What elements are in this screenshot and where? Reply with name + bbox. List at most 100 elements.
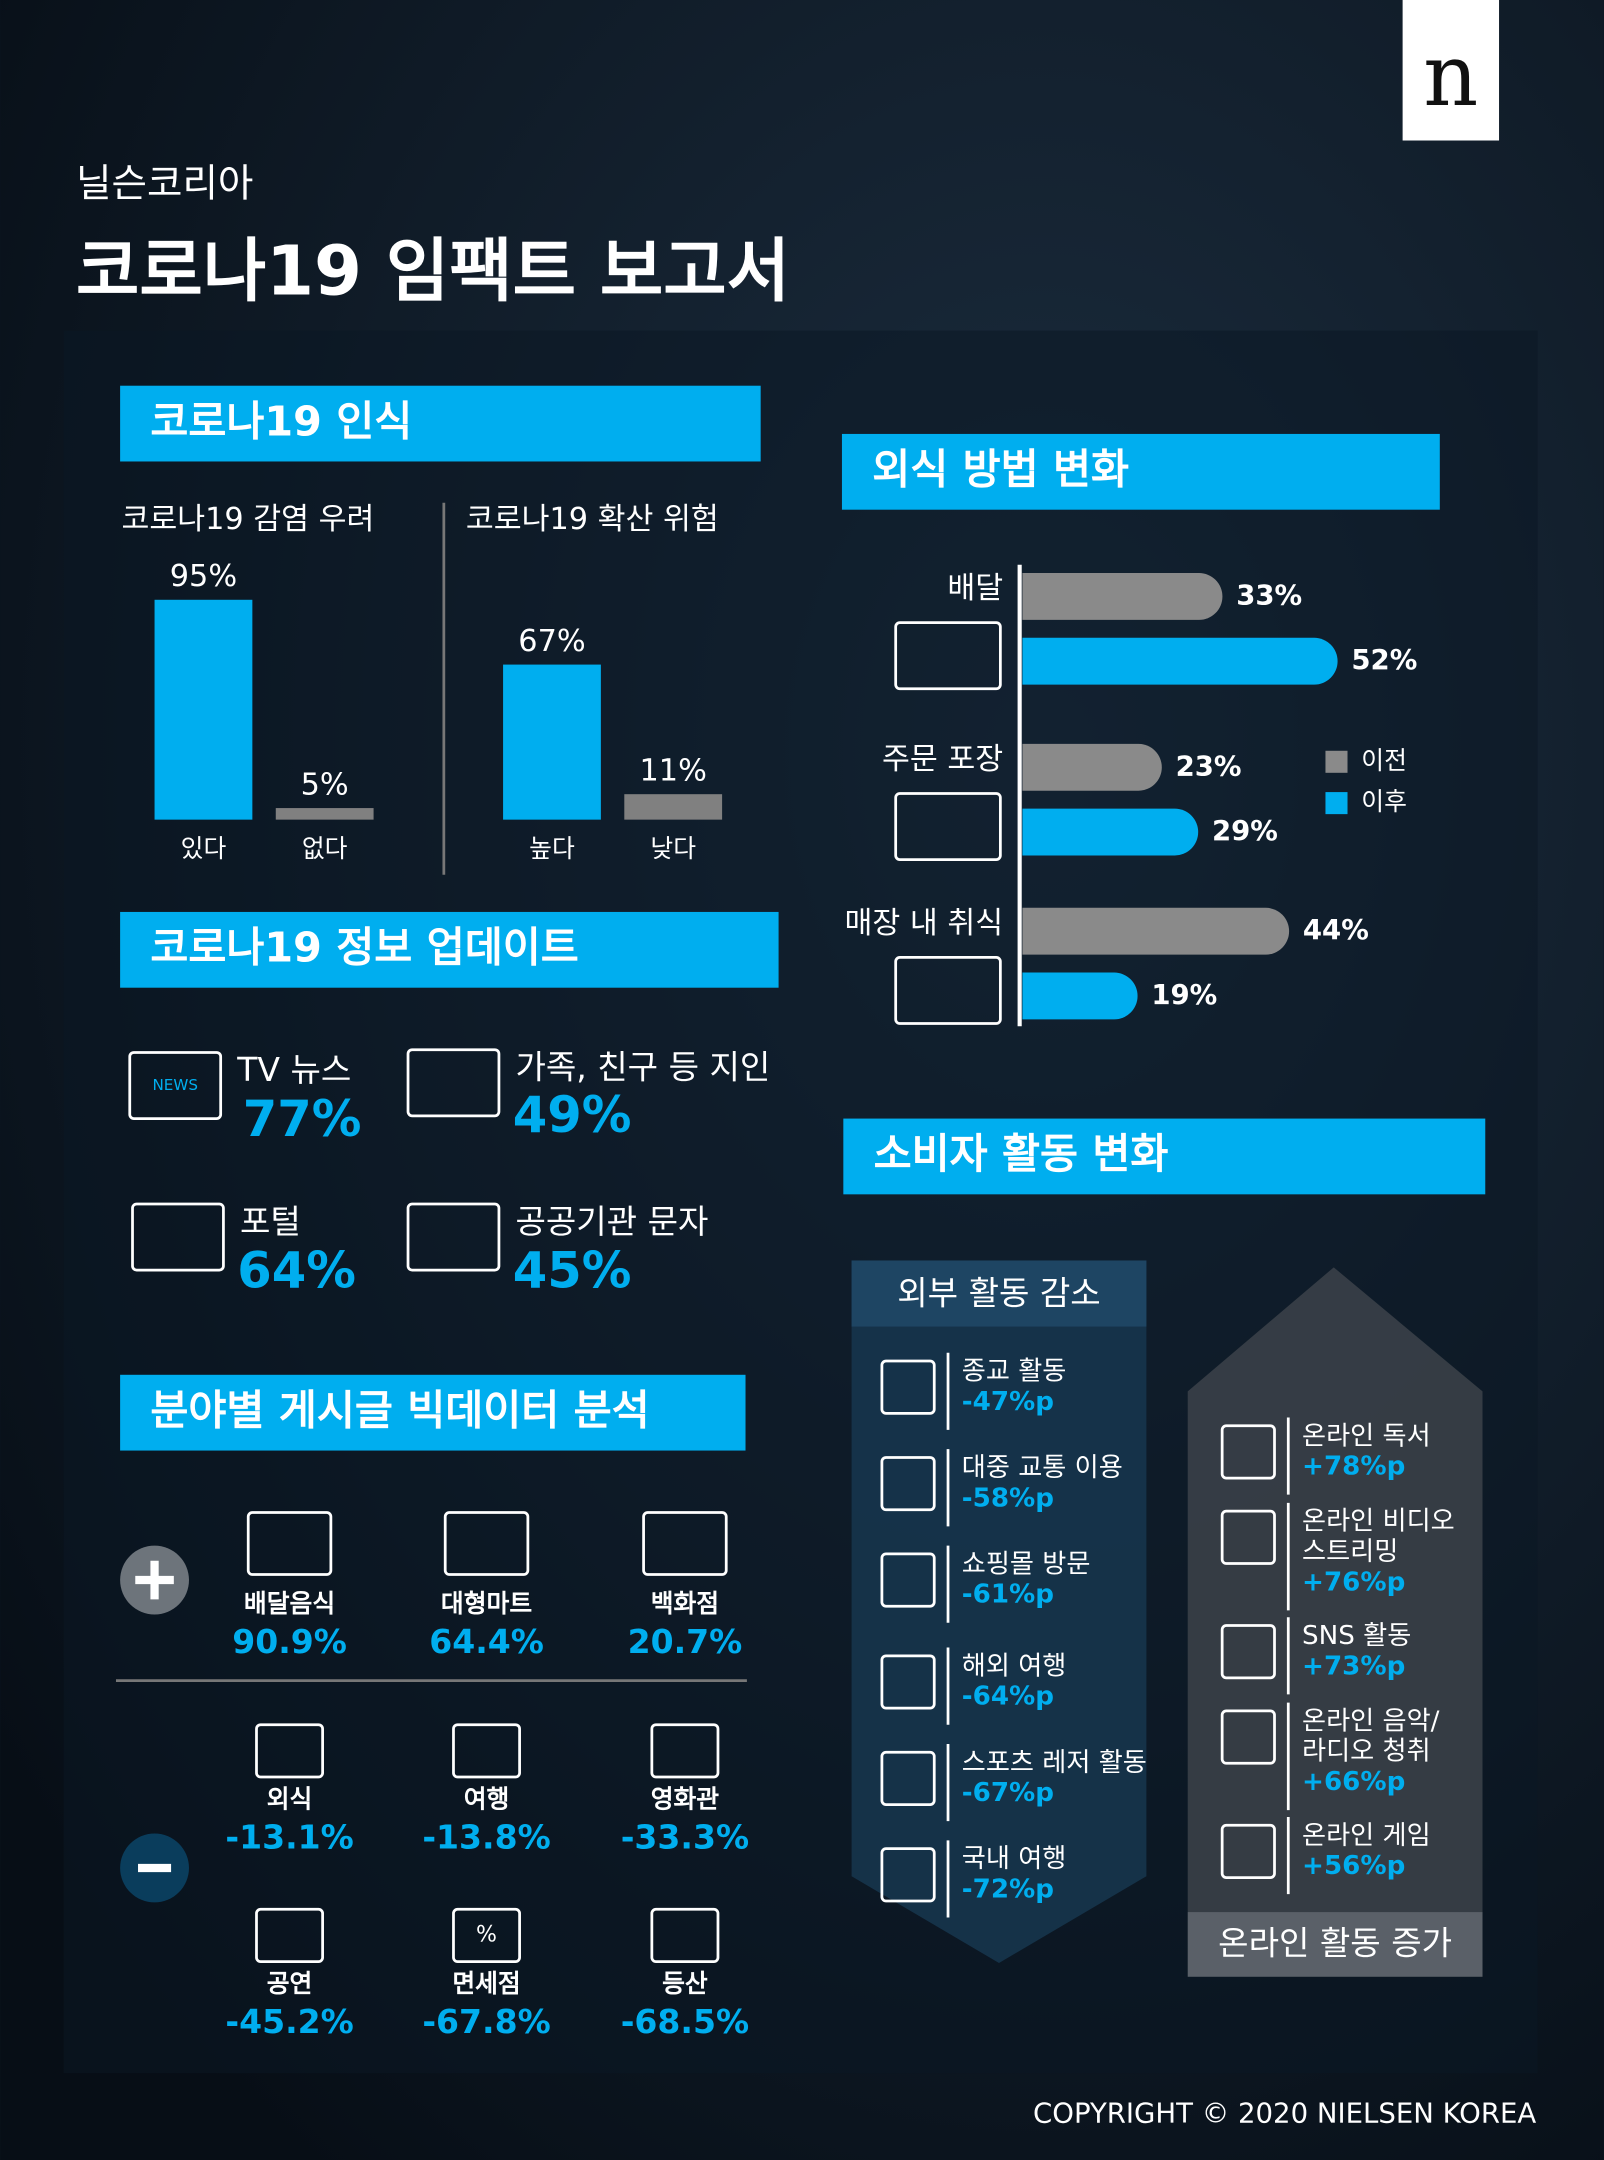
chart-title: 코로나19 확산 위험 [466, 502, 719, 537]
item-value: +78%p [1302, 1452, 1405, 1482]
item-value: -45.2% [225, 2002, 353, 2041]
item-label: 백화점 [651, 1589, 719, 1618]
increase-footer [1187, 1912, 1483, 1977]
section-title: 분야별 게시글 빅데이터 분석 [150, 1386, 649, 1434]
icon [894, 621, 1002, 691]
icon [128, 1051, 223, 1120]
section-title: 코로나19 인식 [150, 397, 412, 445]
item-value: -13.1% [225, 1818, 353, 1857]
decrease-header [851, 1260, 1147, 1327]
item-label: 온라인 음악/ [1302, 1706, 1440, 1736]
item-label: 면세점 [452, 1969, 520, 1998]
bar [154, 599, 253, 820]
item-label: 해외 여행 [962, 1651, 1067, 1681]
section-title: 코로나19 정보 업데이트 [150, 924, 578, 972]
bar [275, 808, 374, 820]
info-label: 포털 [240, 1202, 301, 1241]
category-label: 없다 [302, 834, 348, 863]
footer: COPYRIGHT © 2020 NIELSEN KOREA [1033, 2098, 1536, 2130]
item-label: 쇼핑몰 방문 [962, 1549, 1091, 1579]
value-label: 52% [1351, 644, 1417, 676]
logo-box [1402, 0, 1500, 141]
icon [880, 1750, 936, 1806]
legend-label: 이전 [1361, 746, 1407, 775]
value-label: 95% [170, 559, 237, 594]
item-value: 64.4% [429, 1622, 544, 1661]
section-title: 소비자 활동 변화 [874, 1130, 1169, 1178]
item-label: SNS 활동 [1302, 1621, 1411, 1651]
icon-text: % [476, 1922, 497, 1947]
icon [406, 1202, 501, 1272]
legend-swatch [1325, 792, 1348, 815]
bar [503, 664, 601, 820]
item-value: -33.3% [621, 1818, 749, 1857]
section-header [843, 1118, 1486, 1195]
subtitle: 닐슨코리아 [76, 161, 253, 206]
item-label: 온라인 게임 [1302, 1821, 1431, 1851]
value-label: 5% [301, 768, 349, 803]
item-value: 90.9% [232, 1622, 347, 1661]
item-value: -67%p [962, 1778, 1054, 1808]
icon [443, 1511, 530, 1576]
info-value: 64% [237, 1242, 356, 1300]
bar [1022, 637, 1338, 685]
item-value: +76%p [1302, 1567, 1405, 1597]
item-label: 공연 [267, 1969, 313, 1998]
item-value: -64%p [962, 1682, 1054, 1712]
increase-panel [1187, 1267, 1483, 1913]
item-label: 국내 여행 [962, 1844, 1067, 1874]
bar [624, 794, 723, 820]
section-title: 외식 방법 변화 [872, 446, 1129, 494]
category-label: 낮다 [650, 834, 696, 863]
info-value: 77% [243, 1090, 362, 1148]
icon [650, 1907, 720, 1964]
item-label: 여행 [464, 1784, 510, 1813]
value-label: 33% [1236, 579, 1302, 611]
chart-title: 코로나19 감염 우려 [121, 502, 374, 537]
item-value: -13.8% [422, 1818, 550, 1857]
icon [642, 1511, 728, 1576]
icon [880, 1552, 936, 1608]
icon [406, 1048, 501, 1118]
icon [255, 1907, 324, 1964]
item-value: 20.7% [628, 1622, 743, 1661]
bar [1022, 743, 1162, 791]
icon [1220, 1424, 1276, 1480]
section-header [841, 433, 1440, 510]
item-label: 영화관 [651, 1784, 720, 1813]
icon [894, 956, 1002, 1025]
item-label: 등산 [662, 1969, 708, 1998]
category-label: 높다 [529, 834, 575, 863]
item-label: 라디오 청취 [1302, 1737, 1431, 1767]
info-value: 49% [513, 1086, 632, 1144]
bar [1022, 573, 1223, 620]
info-label: TV 뉴스 [236, 1050, 351, 1089]
value-label: 11% [640, 754, 707, 789]
icon [452, 1907, 521, 1964]
legend-swatch [1325, 750, 1348, 773]
panel-title: 외부 활동 감소 [897, 1273, 1100, 1312]
title: 코로나19 임팩트 보고서 [76, 232, 790, 312]
item-value: -47%p [962, 1387, 1054, 1417]
info-label: 공공기관 문자 [515, 1202, 708, 1241]
icon [1220, 1823, 1276, 1879]
section-header [120, 911, 779, 988]
item-label: 대중 교통 이용 [962, 1453, 1123, 1483]
icon [1220, 1624, 1276, 1680]
item-label: 대형마트 [441, 1589, 532, 1618]
value-label: 23% [1176, 750, 1242, 782]
item-value: +73%p [1302, 1651, 1405, 1681]
info-label: 가족, 친구 등 지인 [515, 1047, 770, 1086]
icon [1220, 1509, 1276, 1565]
section-header [120, 1374, 746, 1451]
category-label: 주문 포장 [882, 742, 1003, 777]
bar [1022, 972, 1138, 1020]
item-value: -68.5% [621, 2002, 749, 2041]
item-value: +66%p [1302, 1767, 1405, 1797]
category-label: 배달 [947, 571, 1003, 606]
decrease-panel [851, 1260, 1147, 1964]
icon [1220, 1709, 1276, 1765]
icon [880, 1359, 936, 1415]
